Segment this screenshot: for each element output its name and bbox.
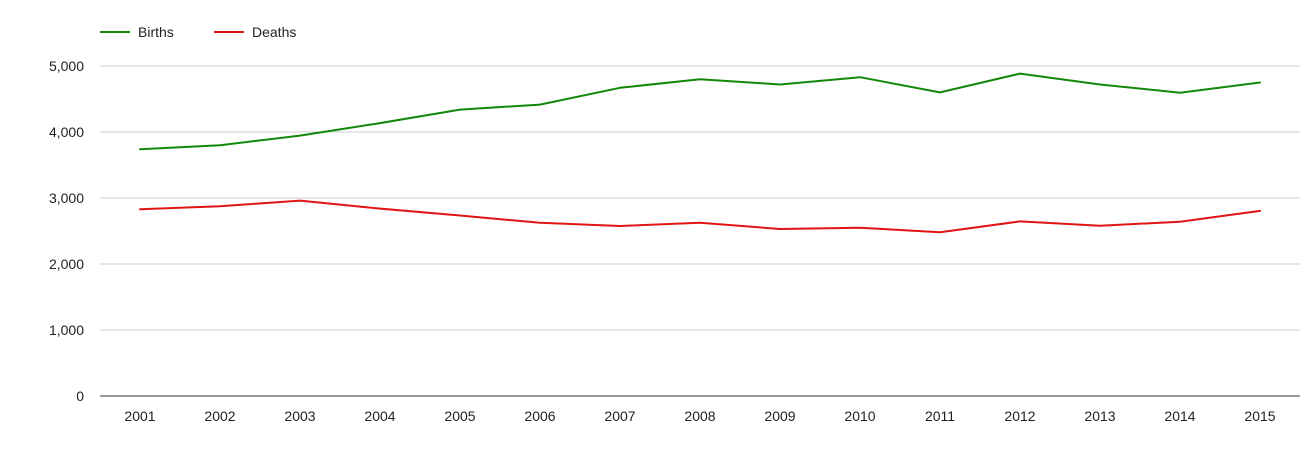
x-tick-label: 2005 (444, 408, 475, 424)
x-tick-label: 2007 (604, 408, 635, 424)
x-tick-label: 2010 (844, 408, 875, 424)
x-axis: 2001 2002 2003 2004 2005 2006 2007 2008 2009 2010… (124, 408, 1275, 424)
x-tick-label: 2015 (1244, 408, 1275, 424)
y-tick-label: 5,000 (49, 58, 84, 74)
x-tick-label: 2008 (684, 408, 715, 424)
x-tick-label: 2014 (1164, 408, 1195, 424)
x-tick-label: 2001 (124, 408, 155, 424)
legend: Births Deaths (100, 24, 296, 40)
x-tick-label: 2002 (204, 408, 235, 424)
legend-label-births: Births (138, 24, 174, 40)
legend-label-deaths: Deaths (252, 24, 296, 40)
x-tick-label: 2012 (1004, 408, 1035, 424)
series-line-births (139, 72, 1261, 151)
y-axis: 0 1,000 2,000 3,000 4,000 5,000 (49, 58, 84, 404)
x-tick-label: 2009 (764, 408, 795, 424)
x-tick-label: 2006 (524, 408, 555, 424)
x-tick-label: 2011 (925, 408, 955, 424)
y-tick-label: 2,000 (49, 256, 84, 272)
x-tick-label: 2003 (284, 408, 315, 424)
x-tick-label: 2004 (364, 408, 395, 424)
y-tick-label: 1,000 (49, 322, 84, 338)
grid-layer (100, 65, 1300, 397)
y-tick-label: 0 (76, 388, 84, 404)
y-tick-label: 4,000 (49, 124, 84, 140)
y-tick-label: 3,000 (49, 190, 84, 206)
series-line-deaths (139, 199, 1261, 234)
series-layer (139, 72, 1261, 234)
x-tick-label: 2013 (1084, 408, 1115, 424)
